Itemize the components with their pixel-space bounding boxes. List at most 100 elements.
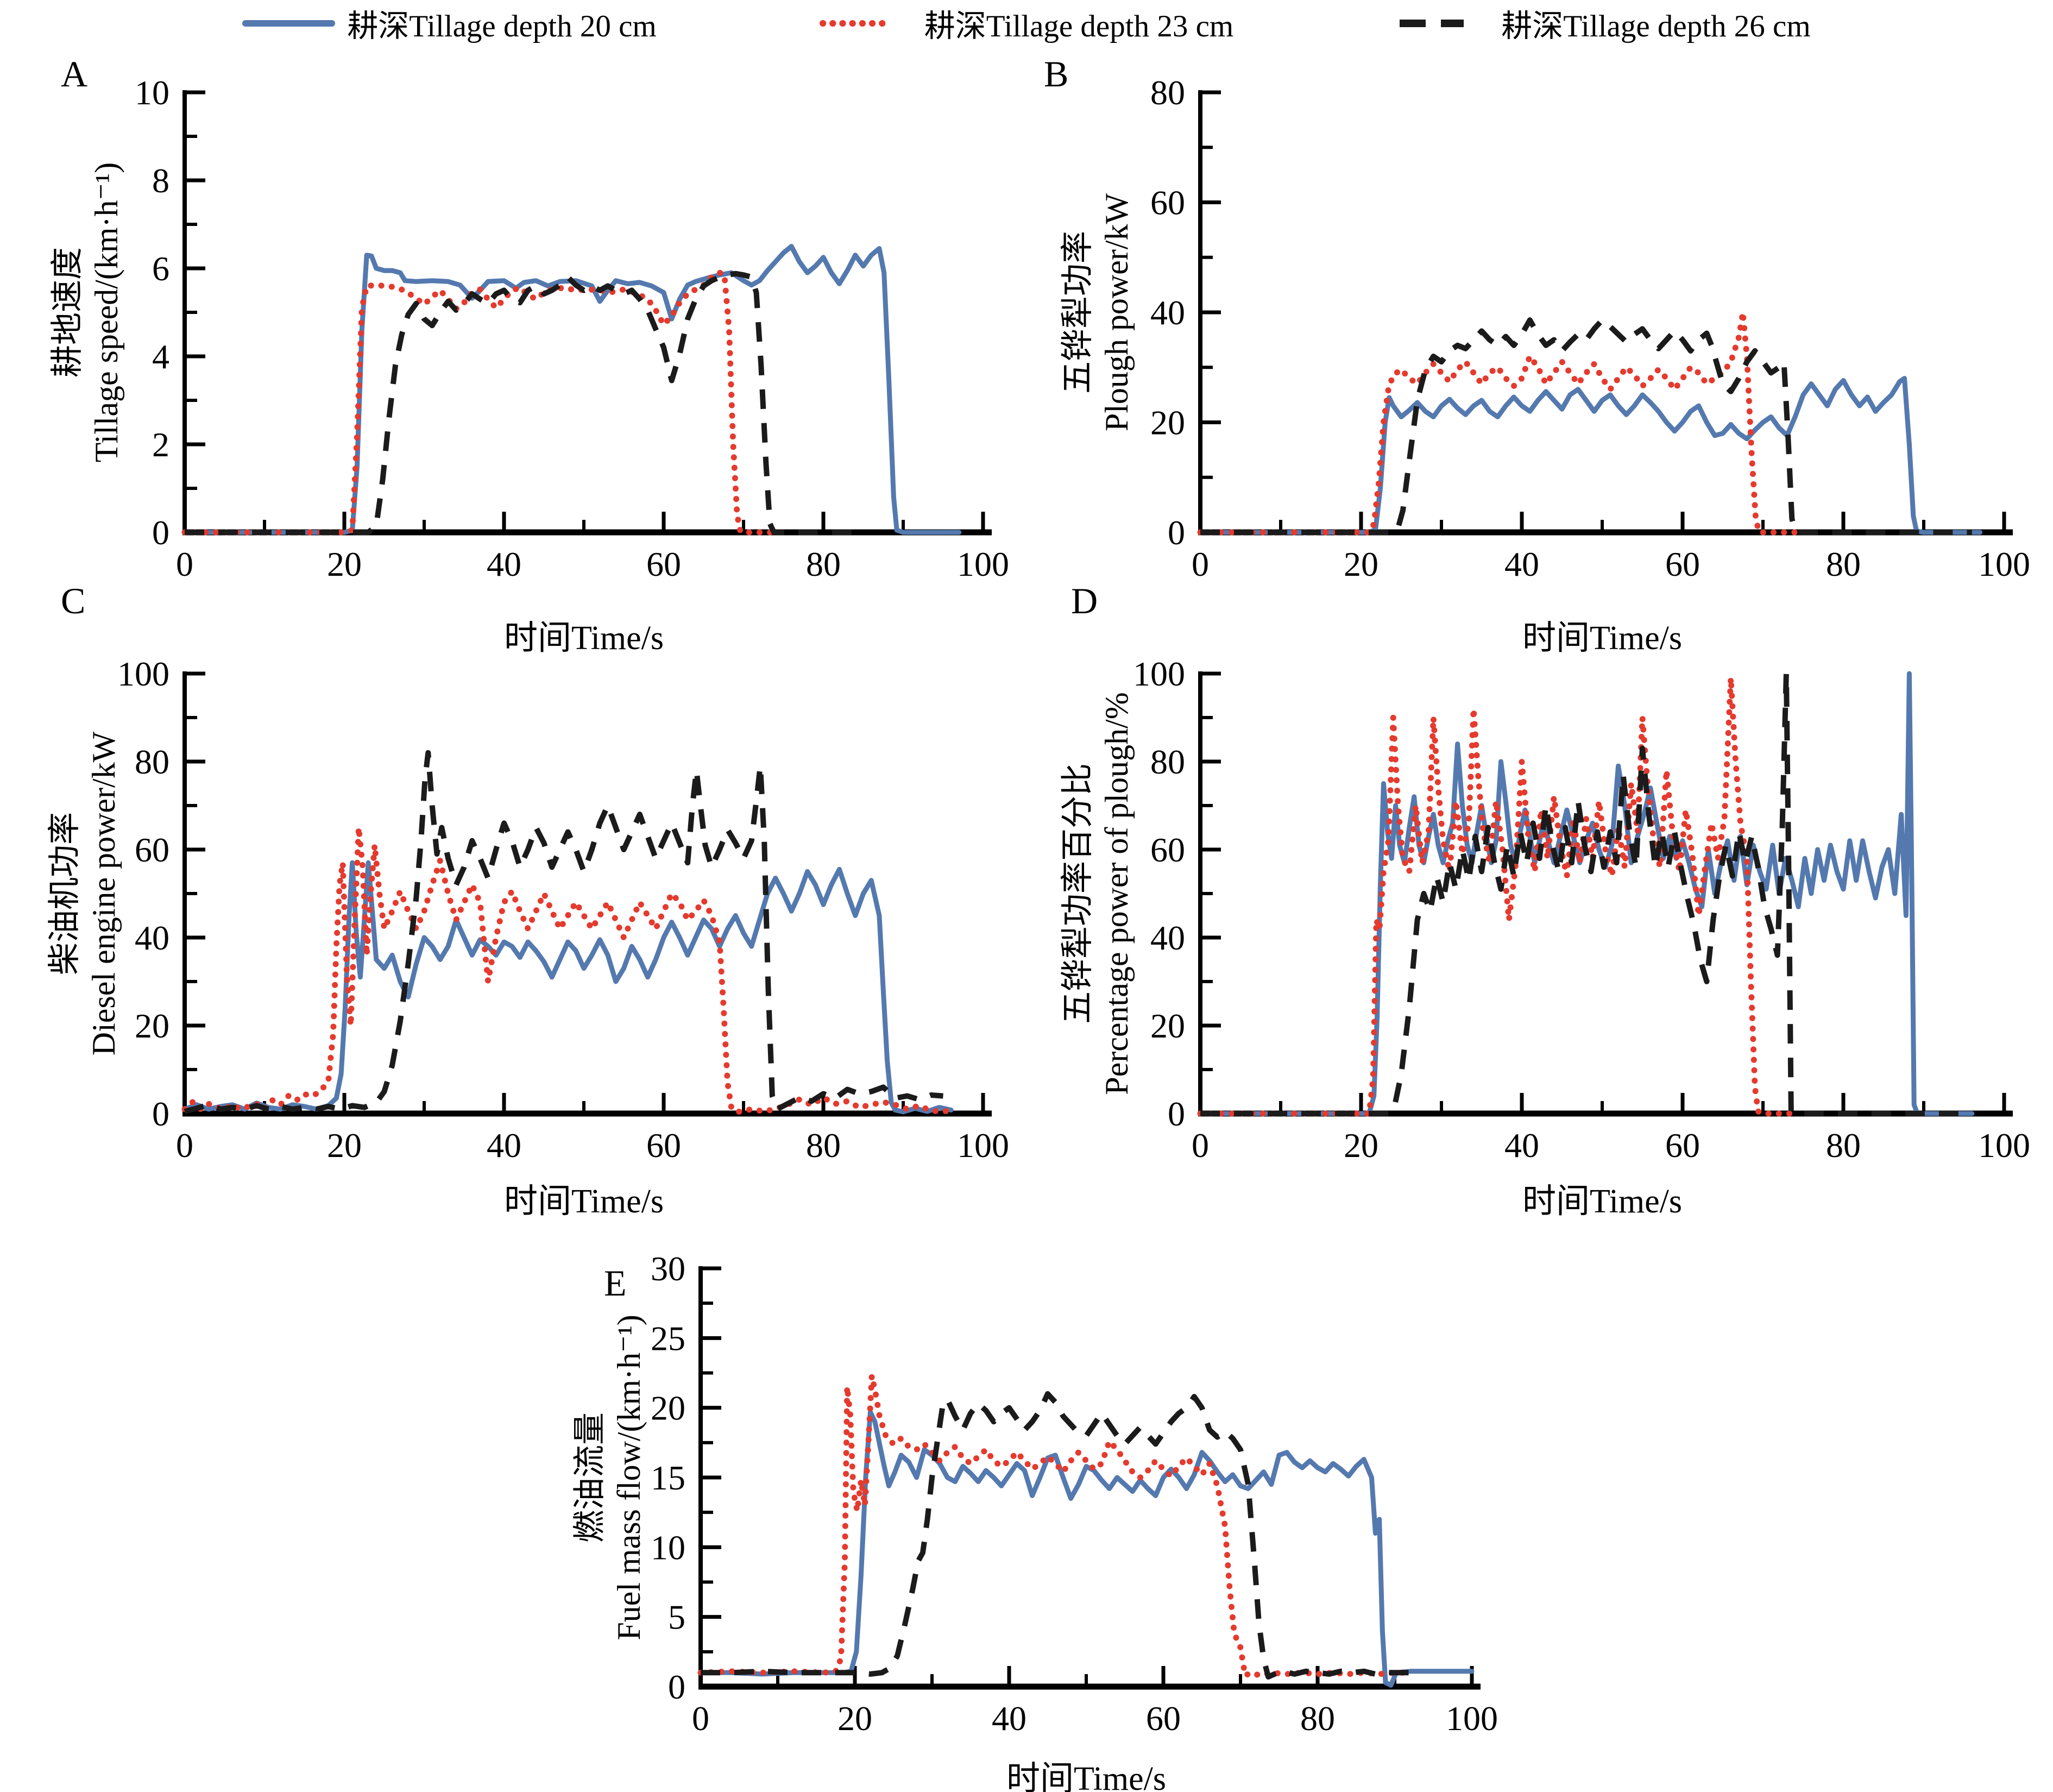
y-axis-title-en: Diesel engine power/kW: [86, 731, 122, 1056]
y-tick-label: 5: [668, 1598, 685, 1637]
panel-letter-c: C: [61, 580, 86, 621]
chart-panel-a: 0 2 4 6 8 10 0 20 40 60 80 100 A 耕地速度 Tillage speed…: [22, 41, 1016, 657]
y-axis-title-cn: 耕地速度: [49, 247, 85, 378]
plot-area-d: 0 20 40 60 80 100 0 20 40 60 80 100: [1133, 655, 2030, 1165]
plot-area-c: 0 20 40 60 80 100 0 20 40 60 80 100: [117, 655, 1009, 1165]
x-tick-label: 20: [327, 545, 362, 583]
y-tick-label: 30: [651, 1249, 685, 1288]
y-tick-label: 60: [1150, 831, 1185, 869]
legend-item-depth-26cm: 耕深Tillage depth 26 cm: [1396, 1, 1811, 46]
y-tick-label: 2: [152, 425, 169, 464]
chart-panel-e: 0 5 10 15 20 25 30 0 20 40 60 80 100 E 燃油流量 Fuel mas…: [549, 1203, 1526, 1792]
chart-panel-b: 0 20 40 60 80 0 20 40 60 80 100 B 五铧犁功率 Plough pow…: [1021, 41, 2053, 657]
x-tick-label: 60: [1665, 545, 1700, 583]
y-tick-label: 4: [152, 337, 169, 376]
x-axis-title-a: 时间Time/s: [503, 620, 664, 657]
y-axis-title-cn: 五铧犁功率百分比: [1060, 763, 1095, 1024]
y-tick-label: 40: [1150, 919, 1185, 957]
y-axis-title-en: Plough power/kW: [1099, 193, 1135, 432]
x-tick-label: 40: [1504, 1126, 1539, 1165]
series-line-tillage-depth-26-cm: [701, 1391, 1410, 1680]
y-tick-label: 40: [135, 919, 169, 957]
x-tick-label: 0: [692, 1699, 709, 1738]
x-tick-label: 20: [1344, 1126, 1378, 1165]
y-axis-title-e: 燃油流量 Fuel mass flow/(km·h⁻¹): [570, 1315, 648, 1640]
y-tick-label: 0: [152, 513, 169, 552]
y-tick-label: 10: [135, 73, 169, 112]
y-tick-label: 20: [1150, 1007, 1185, 1045]
plot-area-b: 0 20 40 60 80 0 20 40 60 80 100: [1150, 73, 2030, 583]
y-tick-label: 20: [135, 1007, 169, 1045]
legend-label: 耕深Tillage depth 20 cm: [347, 9, 657, 43]
series-line-tillage-depth-23-cm: [1197, 675, 1798, 1117]
x-tick-label: 0: [1192, 1126, 1209, 1165]
x-tick-label: 60: [646, 545, 681, 583]
x-axis-title-d: 时间Time/s: [1522, 1183, 1683, 1220]
x-tick-label: 60: [646, 1126, 681, 1165]
x-tick-label: 80: [806, 1126, 841, 1165]
y-axis-title-b: 五铧犁功率 Plough power/kW: [1058, 193, 1136, 431]
x-axis-title-e: 时间Time/s: [1006, 1760, 1167, 1792]
series-line-tillage-depth-20-cm: [1198, 671, 1975, 1116]
x-tick-label: 40: [487, 1126, 521, 1165]
y-tick-label: 20: [1150, 404, 1185, 442]
series-line-tillage-depth-26-cm: [185, 271, 864, 535]
x-axis-title-c: 时间Time/s: [503, 1183, 664, 1220]
x-tick-label: 80: [1300, 1699, 1335, 1738]
x-tick-label: 80: [806, 545, 841, 583]
y-tick-label: 0: [1168, 1095, 1185, 1133]
series-line-tillage-depth-20-cm: [698, 1409, 1475, 1688]
plot-area-e: 0 5 10 15 20 25 30 0 20 40 60 80 100: [651, 1249, 1498, 1738]
series-line-tillage-depth-23-cm: [697, 1373, 1413, 1678]
x-tick-label: 40: [992, 1699, 1026, 1738]
series-line-tillage-depth-23-cm: [181, 825, 958, 1115]
legend-label: 耕深Tillage depth 23 cm: [924, 9, 1234, 43]
x-tick-label: 100: [957, 1126, 1009, 1165]
legend-item-depth-20cm: 耕深Tillage depth 20 cm: [242, 1, 657, 46]
series-line-tillage-depth-23-cm: [1197, 309, 1806, 536]
series-line-tillage-depth-26-cm: [184, 750, 943, 1114]
x-tick-label: 80: [1826, 545, 1861, 583]
y-tick-label: 10: [651, 1528, 685, 1567]
x-tick-label: 100: [1978, 1126, 2030, 1165]
series-line-tillage-depth-20-cm: [1198, 376, 1983, 535]
y-tick-label: 60: [1150, 184, 1185, 222]
y-axis-title-c: 柴油机功率 Diesel engine power/kW: [45, 732, 123, 1055]
y-tick-label: 60: [135, 831, 169, 869]
panel-letter-b: B: [1044, 53, 1069, 95]
series-line-tillage-depth-20-cm: [182, 860, 954, 1115]
series-line-tillage-depth-20-cm: [182, 244, 962, 535]
x-tick-label: 0: [1192, 545, 1209, 583]
y-axis-title-en: Tillage speed/(km·h⁻¹): [89, 162, 124, 463]
y-tick-label: 80: [1150, 73, 1185, 112]
y-axis-title-en: Percentage power of plough/%: [1099, 692, 1135, 1095]
x-tick-label: 100: [1978, 545, 2030, 583]
y-tick-label: 0: [152, 1095, 169, 1133]
y-tick-label: 0: [668, 1668, 685, 1706]
figure-legend: 耕深Tillage depth 20 cm 耕深Tillage depth 23…: [0, 1, 2053, 46]
y-axis-title-cn: 燃油流量: [572, 1412, 608, 1543]
y-tick-label: 25: [651, 1319, 685, 1357]
panel-letter-d: D: [1071, 580, 1098, 621]
legend-label: 耕深Tillage depth 26 cm: [1501, 9, 1811, 43]
y-tick-label: 6: [152, 249, 169, 288]
y-tick-label: 100: [1133, 655, 1185, 693]
x-tick-label: 0: [176, 1126, 193, 1165]
panel-letter-e: E: [604, 1262, 627, 1304]
y-tick-label: 40: [1150, 293, 1185, 332]
x-tick-label: 40: [487, 545, 521, 583]
y-axis-title-a: 耕地速度 Tillage speed/(km·h⁻¹): [48, 162, 126, 462]
y-tick-label: 8: [152, 161, 169, 200]
x-tick-label: 60: [1146, 1699, 1181, 1738]
x-tick-label: 100: [1446, 1699, 1498, 1738]
chart-panel-c: 0 20 40 60 80 100 0 20 40 60 80 100 C 柴油机功率 Diesel …: [22, 580, 1016, 1230]
series-line-tillage-depth-26-cm: [1200, 671, 1972, 1116]
x-tick-label: 0: [176, 545, 193, 583]
y-axis-title-d: 五铧犁功率百分比 Percentage power of plough/%: [1058, 692, 1136, 1095]
x-tick-label: 80: [1826, 1126, 1861, 1165]
legend-line-sample-dashed-icon: [1400, 20, 1464, 27]
x-axis-title-b: 时间Time/s: [1522, 620, 1683, 657]
y-axis-title-en: Fuel mass flow/(km·h⁻¹): [611, 1315, 647, 1640]
